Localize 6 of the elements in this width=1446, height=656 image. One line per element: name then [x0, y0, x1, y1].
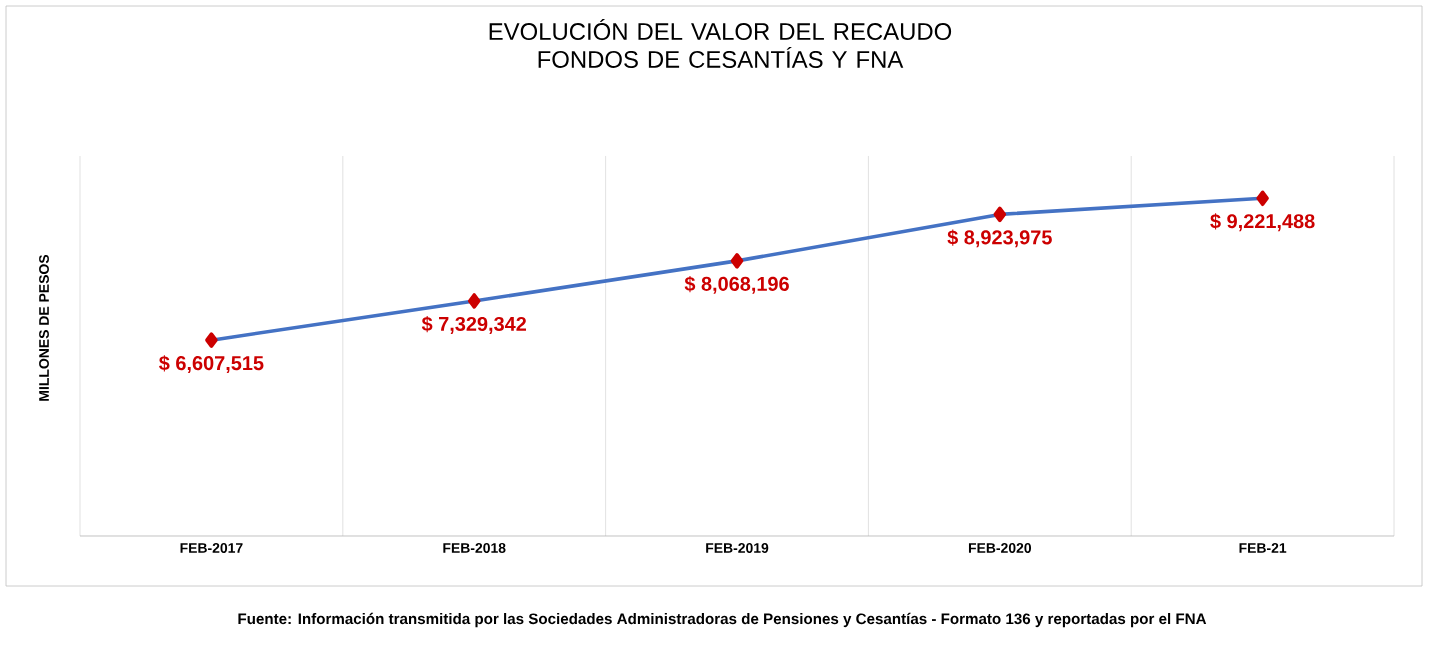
data-label: $ 6,607,515 [159, 355, 264, 374]
data-label: $ 8,923,975 [947, 229, 1052, 248]
data-label: $ 7,329,342 [421, 315, 527, 334]
data-label: $ 8,068,196 [684, 275, 789, 294]
chart-title: EVOLUCIÓN DEL VALOR DEL RECAUDO FONDOS DE CESANTÍAS Y FNA [489, 19, 952, 68]
data-label: $ 9,221,488 [1210, 213, 1315, 232]
